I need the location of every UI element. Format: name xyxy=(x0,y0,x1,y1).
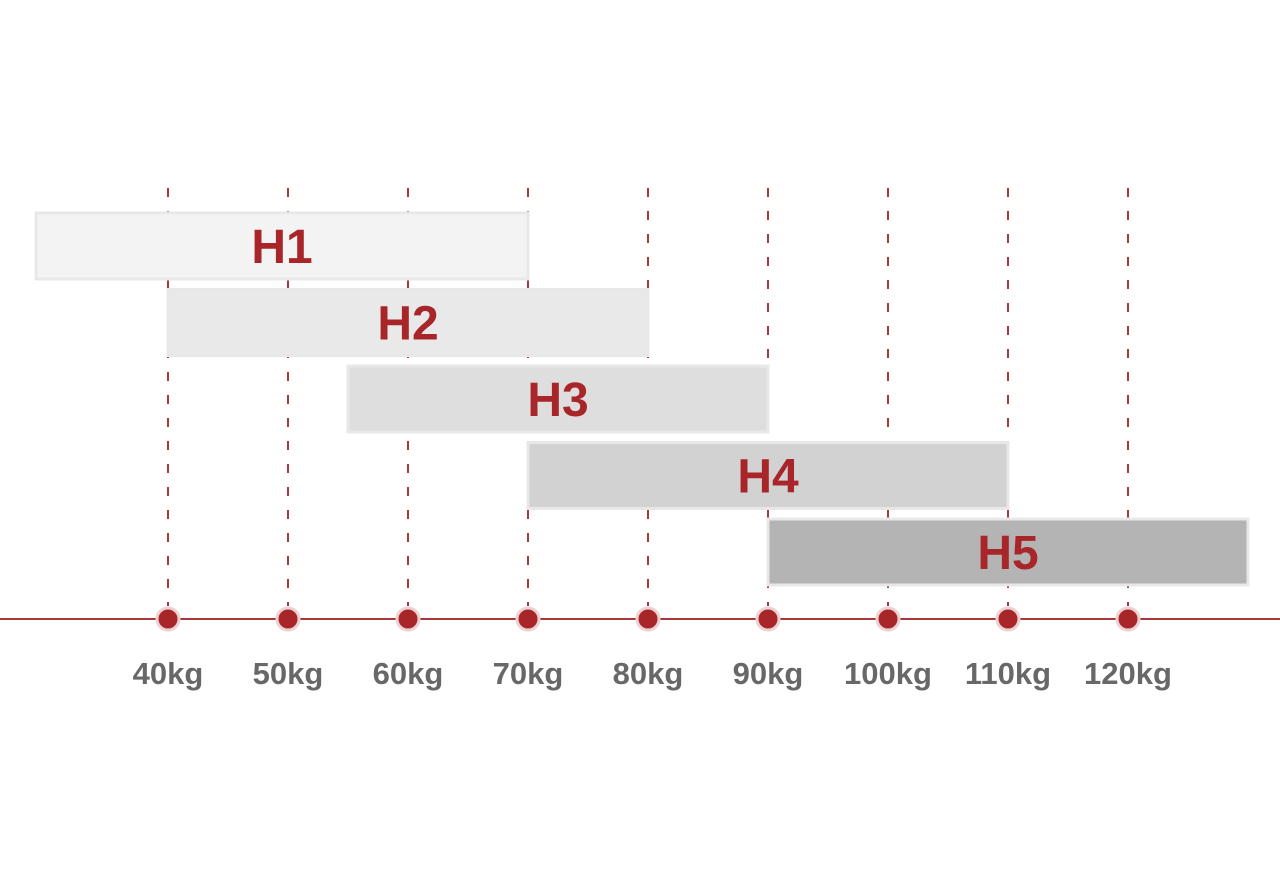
tick-label-90kg: 90kg xyxy=(733,656,804,691)
tick-label-70kg: 70kg xyxy=(493,656,564,691)
tick-marker-70kg xyxy=(515,606,541,632)
tick-marker-40kg xyxy=(155,606,181,632)
tick-marker-50kg xyxy=(275,606,301,632)
tick-label-110kg: 110kg xyxy=(965,656,1051,691)
tick-marker-60kg xyxy=(395,606,421,632)
tick-label-40kg: 40kg xyxy=(133,656,204,691)
tick-marker-120kg xyxy=(1115,606,1141,632)
tick-label-60kg: 60kg xyxy=(373,656,444,691)
bar-H2 xyxy=(166,288,650,357)
tick-marker-90kg xyxy=(755,606,781,632)
bar-H3 xyxy=(346,364,770,434)
tick-label-80kg: 80kg xyxy=(613,656,684,691)
tick-label-50kg: 50kg xyxy=(253,656,324,691)
tick-marker-80kg xyxy=(635,606,661,632)
bar-label-H3: H3 xyxy=(527,374,588,427)
bar-H5 xyxy=(766,517,1250,587)
bar-label-H2: H2 xyxy=(377,298,438,351)
bar-label-H5: H5 xyxy=(977,527,1038,580)
tick-marker-100kg xyxy=(875,606,901,632)
tick-label-120kg: 120kg xyxy=(1084,656,1172,691)
tick-marker-110kg xyxy=(995,606,1021,632)
bar-label-H1: H1 xyxy=(251,221,312,274)
bar-label-H4: H4 xyxy=(737,451,799,504)
bar-H1 xyxy=(34,211,530,281)
tick-label-100kg: 100kg xyxy=(844,656,932,691)
bar-H4 xyxy=(526,441,1010,510)
